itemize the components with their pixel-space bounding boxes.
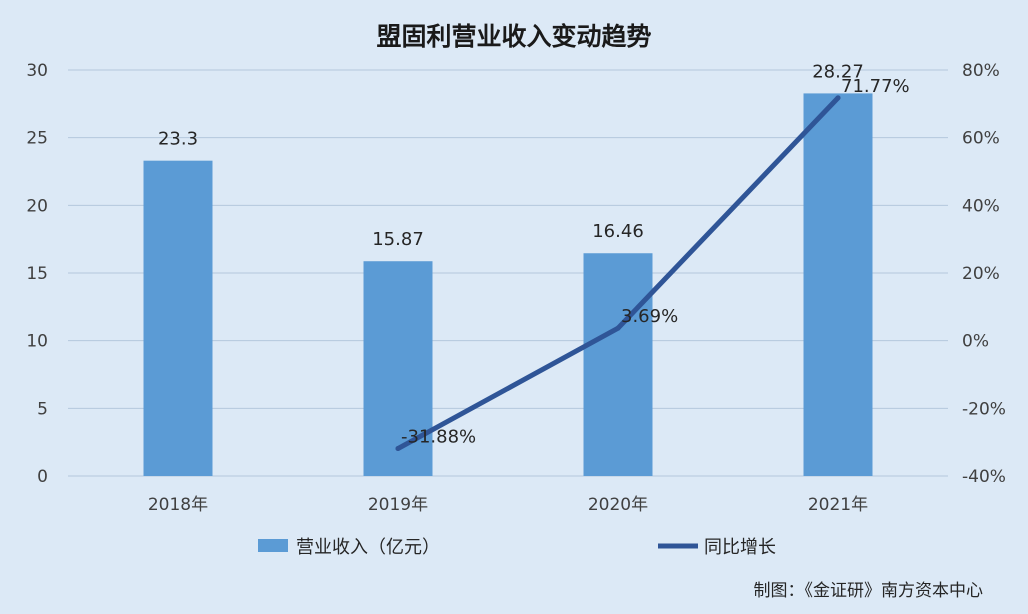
left-tick-label: 15	[26, 264, 48, 284]
left-tick-label: 20	[26, 196, 48, 216]
left-tick-label: 30	[26, 61, 48, 81]
right-axis-ticks: -40% -20% 0% 20% 40% 60% 80%	[962, 61, 1006, 487]
growth-point	[835, 95, 841, 101]
left-tick-label: 25	[26, 129, 48, 149]
legend: 营业收入（亿元） 同比增长	[258, 537, 776, 558]
bar	[803, 93, 873, 477]
line-series	[395, 95, 841, 452]
source-note: 制图：《金证研》南方资本中心	[754, 581, 984, 601]
growth-value-label: -31.88%	[401, 427, 476, 448]
category-label: 2018年	[148, 495, 208, 515]
category-label: 2021年	[808, 495, 868, 515]
growth-value-label: 3.69%	[621, 306, 678, 327]
right-tick-label: -40%	[962, 467, 1006, 487]
bar-value-label: 28.27	[812, 61, 864, 82]
right-tick-label: 0%	[962, 332, 989, 352]
bar	[363, 261, 433, 476]
right-tick-label: 20%	[962, 264, 1000, 284]
growth-point	[395, 446, 401, 452]
left-tick-label: 5	[37, 399, 48, 419]
bar-value-label: 16.46	[592, 221, 644, 242]
bar-value-label: 23.3	[158, 129, 198, 150]
data-labels: 23.3 15.87 16.46 28.27 -31.88% 3.69% 71.77%	[158, 61, 910, 447]
grid-lines	[68, 69, 948, 477]
category-label: 2020年	[588, 495, 648, 515]
category-label: 2019年	[368, 495, 428, 515]
growth-point	[615, 325, 621, 331]
right-tick-label: -20%	[962, 399, 1006, 419]
left-tick-label: 0	[37, 467, 48, 487]
bar	[583, 253, 653, 476]
left-axis-ticks: 0 5 10 15 20 25 30	[26, 61, 48, 487]
right-tick-label: 80%	[962, 61, 1000, 81]
right-tick-label: 60%	[962, 129, 1000, 149]
bar	[143, 160, 213, 476]
bar-series	[143, 93, 873, 477]
left-tick-label: 10	[26, 332, 48, 352]
bar-value-label: 15.87	[372, 229, 424, 250]
chart-title: 盟固利营业收入变动趋势	[376, 22, 651, 51]
growth-value-label: 71.77%	[841, 76, 910, 97]
legend-label-revenue: 营业收入（亿元）	[296, 537, 440, 558]
legend-swatch-bar	[258, 539, 288, 552]
category-labels: 2018年 2019年 2020年 2021年	[148, 495, 868, 515]
legend-label-growth: 同比增长	[704, 537, 776, 558]
right-tick-label: 40%	[962, 196, 1000, 216]
